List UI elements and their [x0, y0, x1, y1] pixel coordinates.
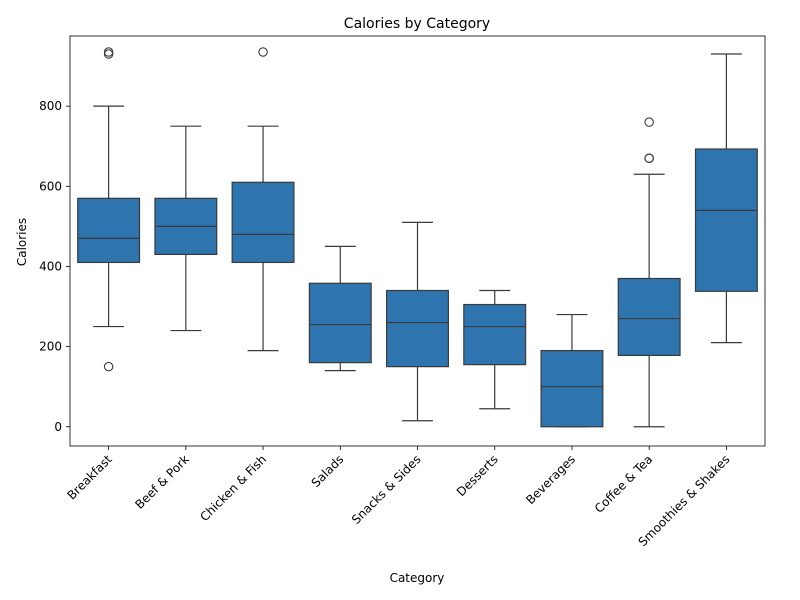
outlier-point	[258, 47, 268, 57]
x-tick-label: Salads	[309, 452, 347, 490]
x-tick-label: Chicken & Fish	[197, 452, 269, 524]
y-tick-label: 600	[39, 179, 62, 193]
iqr-box	[540, 350, 604, 428]
box-group	[308, 245, 372, 372]
outlier-point	[103, 47, 114, 57]
box-group	[694, 53, 758, 344]
outlier-point	[644, 153, 654, 163]
iqr-box	[694, 148, 758, 292]
y-tick-label: 0	[54, 420, 62, 434]
box-group	[540, 313, 604, 428]
box-group	[617, 117, 681, 428]
chart-title: Calories by Category	[344, 16, 490, 32]
x-tick-label: Beef & Pork	[132, 452, 192, 512]
box-group	[463, 289, 527, 410]
outlier-point	[103, 49, 114, 59]
x-tick-label: Beverages	[523, 452, 578, 507]
y-tick-label: 800	[39, 99, 62, 113]
iqr-box	[617, 277, 681, 357]
iqr-box	[463, 303, 527, 366]
y-tick-label: 200	[39, 340, 62, 354]
outlier-point	[103, 361, 114, 372]
y-axis-title: Calories	[15, 218, 29, 266]
x-axis-title: Category	[390, 571, 445, 585]
y-tick-label: 400	[39, 259, 62, 273]
iqr-box	[386, 289, 449, 368]
box-group	[77, 47, 141, 372]
x-tick-label: Coffee & Tea	[592, 452, 655, 515]
box-group	[386, 221, 449, 422]
iqr-box	[77, 197, 141, 264]
outlier-point	[644, 117, 654, 127]
x-tick-label: Breakfast	[64, 452, 115, 503]
x-tick-label: Desserts	[454, 452, 501, 499]
box-group	[231, 47, 295, 352]
iqr-box	[308, 282, 372, 364]
x-tick-label: Snacks & Sides	[349, 452, 424, 527]
box-group	[154, 125, 218, 332]
iqr-box	[231, 181, 295, 264]
